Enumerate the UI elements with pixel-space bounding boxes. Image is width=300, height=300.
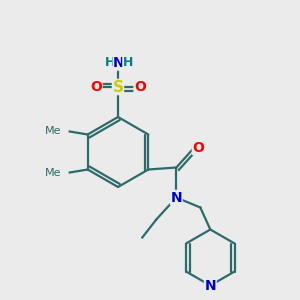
Text: Me: Me (45, 169, 62, 178)
Text: H: H (123, 56, 133, 70)
Text: O: O (192, 140, 204, 154)
Text: H: H (105, 56, 115, 70)
Text: N: N (205, 278, 216, 292)
Text: Me: Me (45, 125, 62, 136)
Text: O: O (90, 80, 102, 94)
Text: N: N (113, 56, 125, 70)
Text: S: S (112, 80, 124, 94)
Text: N: N (170, 190, 182, 205)
Text: O: O (134, 80, 146, 94)
